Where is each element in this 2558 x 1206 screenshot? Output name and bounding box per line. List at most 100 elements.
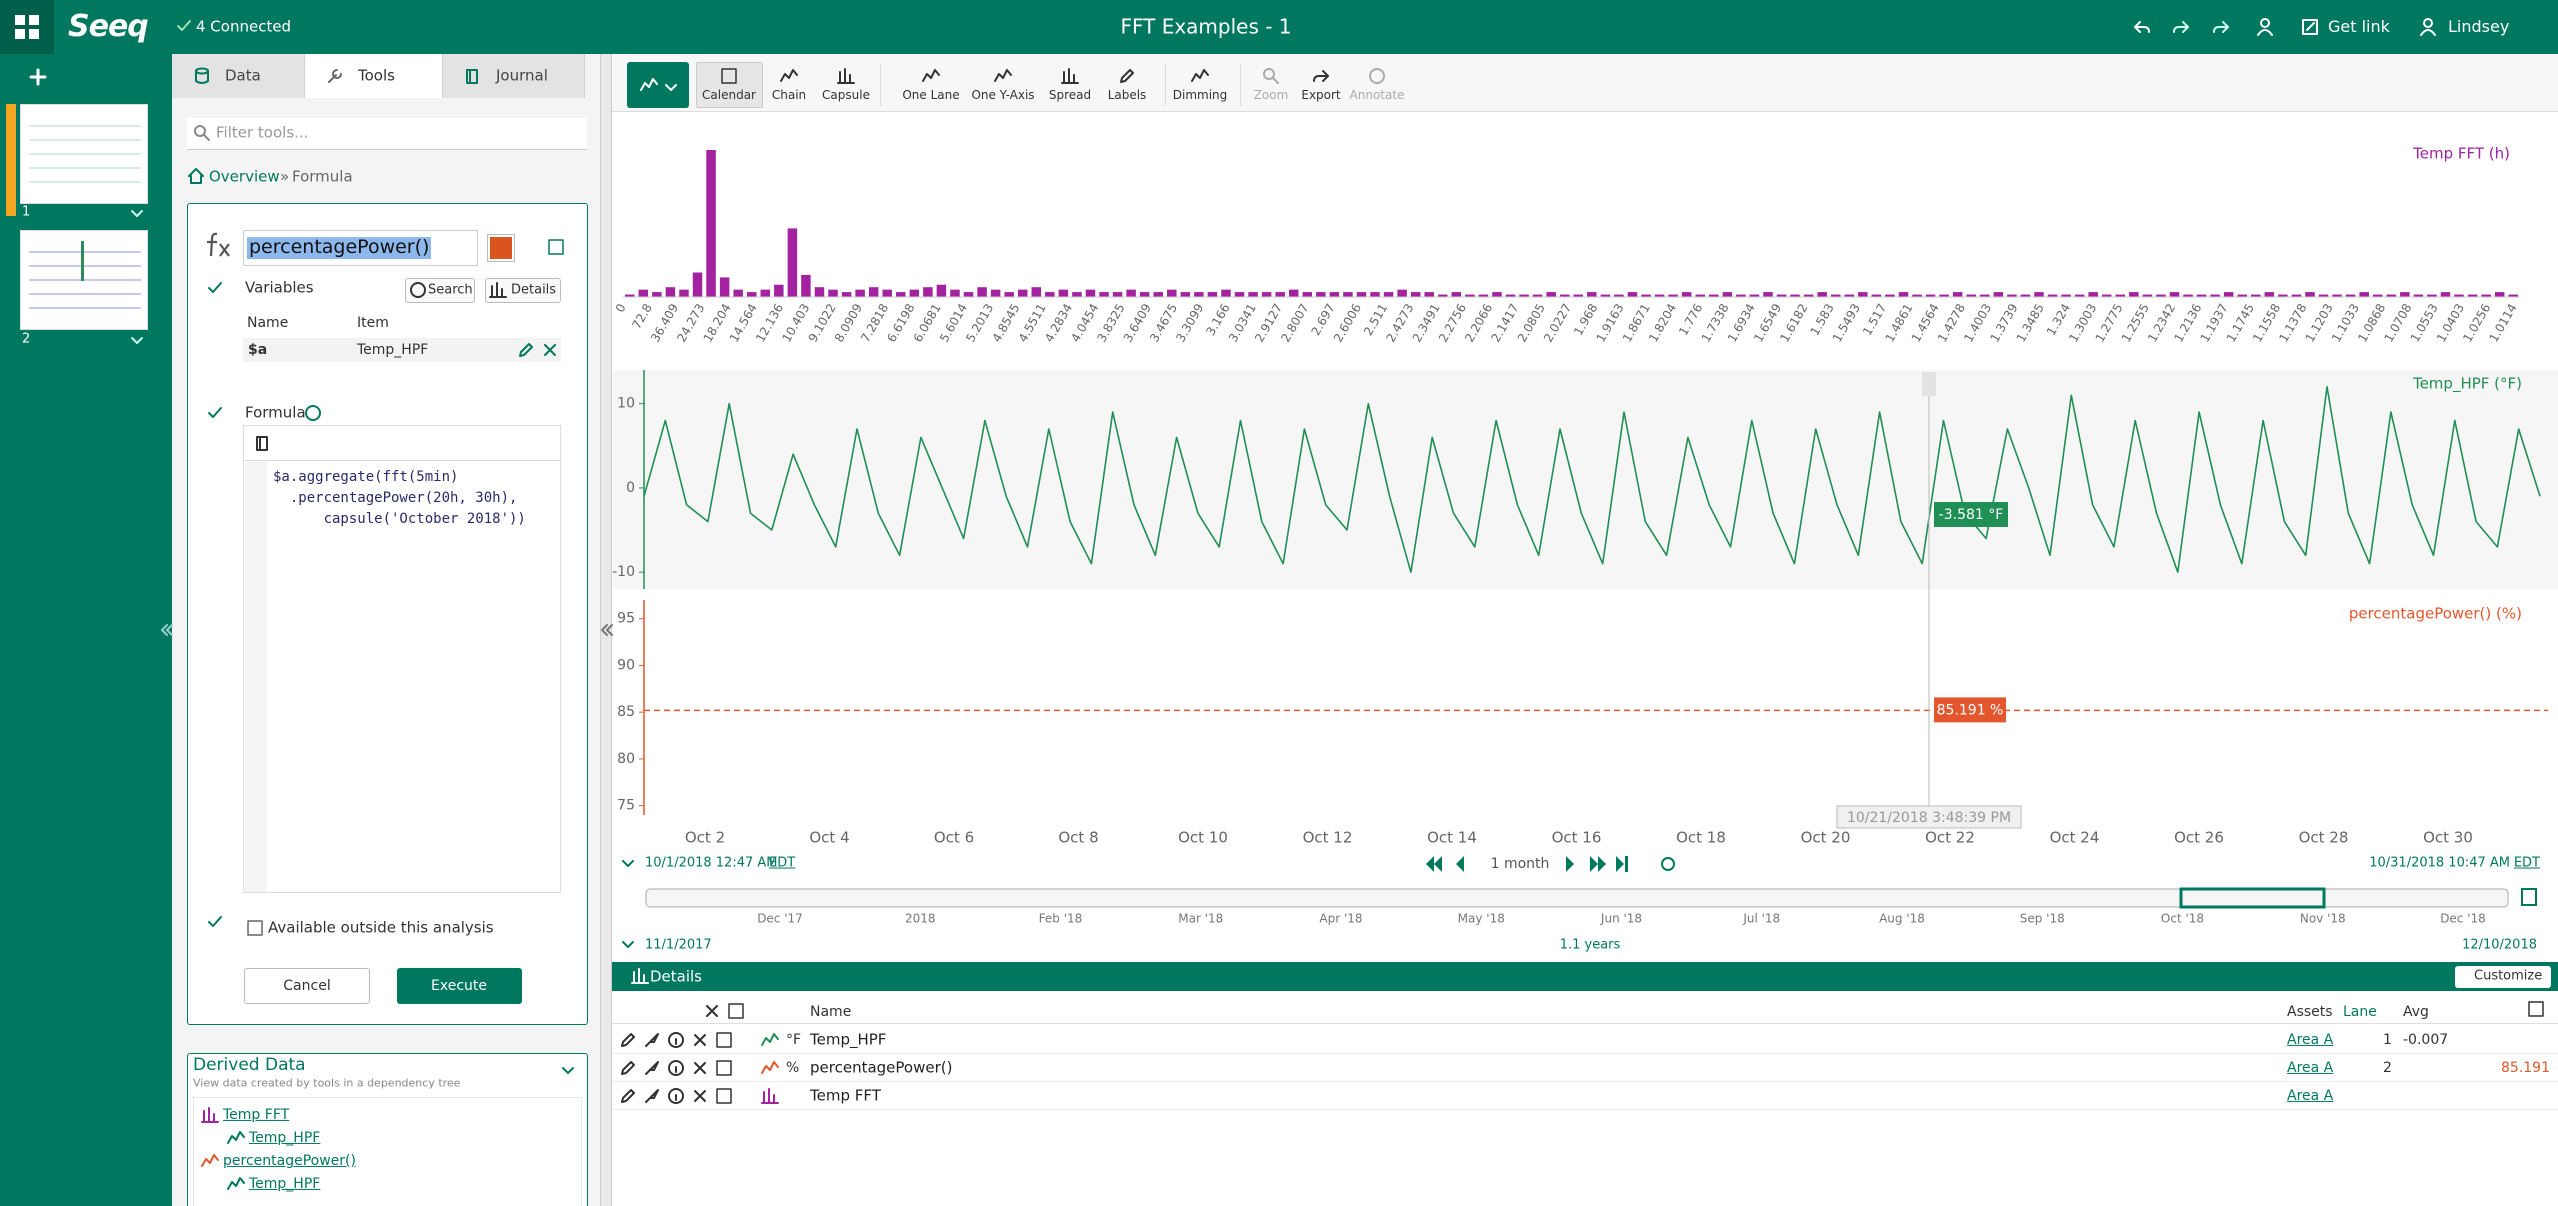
formula-name[interactable]: percentagePower() <box>247 236 432 259</box>
row-action[interactable] <box>690 1086 710 1106</box>
toolbar-label[interactable]: Annotate <box>1349 88 1405 103</box>
nav-control[interactable] <box>1566 856 1574 872</box>
derived-toggle[interactable] <box>558 1060 578 1080</box>
execute-button[interactable] <box>397 968 522 1004</box>
row-action[interactable] <box>618 1058 638 1078</box>
toolbar-icon[interactable] <box>719 66 739 86</box>
panel-tab[interactable] <box>305 54 443 98</box>
row-action[interactable] <box>690 1030 710 1050</box>
edit-variable[interactable] <box>516 340 536 360</box>
toolbar-icon[interactable] <box>1261 66 1281 86</box>
header-select[interactable] <box>726 1001 746 1021</box>
row-name[interactable]: percentagePower() <box>810 1058 953 1077</box>
column-header[interactable]: Lane <box>2343 1003 2377 1020</box>
toolbar-icon[interactable] <box>779 66 799 86</box>
worksheet-menu[interactable] <box>127 203 147 223</box>
available-checkbox[interactable] <box>245 918 265 938</box>
row-asset[interactable]: Area A <box>2287 1031 2334 1048</box>
row-action[interactable] <box>642 1086 662 1106</box>
header-remove[interactable] <box>702 1001 722 1021</box>
worksheet-thumbnail[interactable] <box>20 230 148 330</box>
collapse-rail[interactable] <box>156 620 176 640</box>
toolbar-label[interactable]: One Lane <box>902 88 960 103</box>
row-name[interactable]: Temp_HPF <box>810 1030 887 1049</box>
toolbar-label[interactable]: Spread <box>1048 88 1092 103</box>
row-action[interactable] <box>618 1030 638 1050</box>
breadcrumb-overview[interactable]: Overview <box>209 167 280 186</box>
toolbar-icon[interactable] <box>836 66 856 86</box>
tab-label[interactable]: Tools <box>358 66 395 85</box>
row-action[interactable] <box>642 1058 662 1078</box>
toolbar-icon[interactable] <box>921 66 941 86</box>
row-asset[interactable]: Area A <box>2287 1059 2334 1076</box>
tab-label[interactable]: Journal <box>496 66 548 85</box>
toolbar-icon[interactable] <box>1367 66 1387 86</box>
worksheet-number[interactable]: 1 <box>22 204 31 220</box>
toolbar-label[interactable]: Labels <box>1107 88 1147 103</box>
column-header[interactable]: Avg <box>2403 1003 2429 1020</box>
row-asset[interactable]: Area A <box>2287 1087 2334 1104</box>
row-action[interactable] <box>666 1086 686 1106</box>
logo[interactable]: Seeq <box>68 8 149 44</box>
derived-item[interactable]: Temp FFT <box>223 1106 290 1123</box>
row-action[interactable] <box>666 1058 686 1078</box>
formula-editor[interactable] <box>243 425 561 893</box>
redo[interactable] <box>2171 17 2191 37</box>
step-back-arrow[interactable] <box>618 853 638 873</box>
view-button[interactable] <box>627 62 689 108</box>
nav-control[interactable] <box>1616 856 1628 872</box>
user-icon[interactable] <box>2418 17 2438 37</box>
toolbar-label[interactable]: One Y-Axis <box>971 88 1035 103</box>
tab-label[interactable]: Data <box>225 66 261 85</box>
connected-status[interactable]: 4 Connected <box>196 17 292 36</box>
nav-control[interactable] <box>1456 856 1464 872</box>
overview-up-arrow[interactable] <box>618 934 638 954</box>
row-name[interactable]: Temp FFT <box>810 1086 881 1105</box>
row-action[interactable] <box>714 1058 734 1078</box>
add-worksheet[interactable] <box>28 67 48 87</box>
worksheet-title[interactable]: FFT Examples - 1 <box>1120 14 1292 39</box>
worksheet-number[interactable]: 2 <box>22 331 31 347</box>
toolbar-icon[interactable] <box>1190 66 1210 86</box>
user-name[interactable]: Lindsey <box>2448 16 2510 36</box>
panel-tab[interactable] <box>172 54 305 98</box>
range-navigation[interactable] <box>1420 852 1680 876</box>
get-link[interactable]: Get link <box>2328 16 2390 36</box>
insert-icon[interactable] <box>546 237 566 257</box>
formula-help[interactable] <box>303 403 323 423</box>
toolbar-icon[interactable] <box>1311 66 1331 86</box>
apps-button[interactable] <box>0 0 54 54</box>
toolbar-label[interactable]: Calendar <box>702 88 756 103</box>
row-action[interactable] <box>714 1086 734 1106</box>
refresh-control[interactable] <box>1661 857 1675 871</box>
filter-input[interactable] <box>187 118 587 150</box>
get-link-icon[interactable] <box>2300 17 2320 37</box>
row-action[interactable] <box>618 1086 638 1106</box>
row-action[interactable] <box>642 1030 662 1050</box>
cancel-button[interactable] <box>244 968 370 1004</box>
row-action[interactable] <box>690 1058 710 1078</box>
nav-control[interactable] <box>1426 856 1442 872</box>
toolbar-icon[interactable] <box>1117 66 1137 86</box>
row-action[interactable] <box>714 1030 734 1050</box>
toolbar-label[interactable]: Zoom <box>1253 88 1289 103</box>
row-action[interactable] <box>666 1030 686 1050</box>
toolbar-icon[interactable] <box>1060 66 1080 86</box>
share-arrow[interactable] <box>2211 17 2231 37</box>
remove-variable[interactable] <box>540 340 560 360</box>
toolbar-label[interactable]: Dimming <box>1172 88 1228 103</box>
range-end-tz[interactable]: EDT <box>2513 855 2540 871</box>
worksheet-menu[interactable] <box>127 330 147 350</box>
nav-control[interactable] <box>1590 856 1606 872</box>
editor-doc-icon[interactable] <box>253 433 273 453</box>
derived-item[interactable]: Temp_HPF <box>249 1129 321 1146</box>
toolbar-label[interactable]: Chain <box>771 88 807 103</box>
column-header[interactable]: Assets <box>2287 1003 2333 1020</box>
color-picker[interactable] <box>487 234 515 262</box>
derived-item[interactable]: percentagePower() <box>223 1152 356 1169</box>
collaborators[interactable] <box>2255 17 2275 37</box>
toolbar-label[interactable]: Export <box>1301 88 1341 103</box>
toolbar-label[interactable]: Capsule <box>822 88 870 103</box>
worksheet-thumbnail[interactable] <box>20 104 148 204</box>
range-end[interactable]: 10/31/2018 10:47 AM <box>2369 855 2510 871</box>
